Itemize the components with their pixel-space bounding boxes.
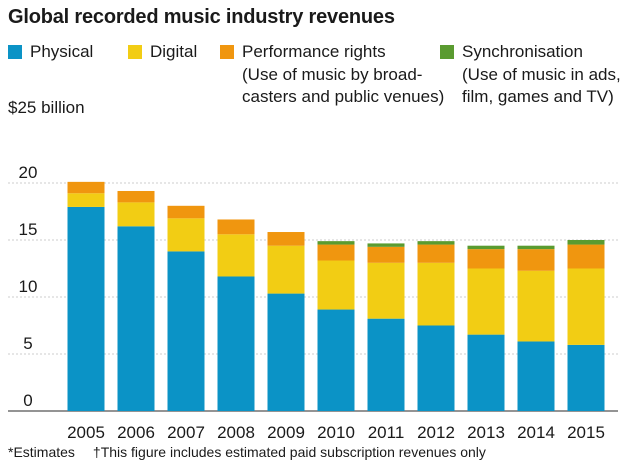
x-tick-label-2011: 2011 (368, 423, 405, 442)
bar-synchronisation-2014 (517, 245, 555, 250)
bar-digital-2009 (267, 245, 305, 294)
y-tick-label: 15 (19, 220, 38, 239)
bar-physical-2006 (117, 226, 155, 411)
legend-swatch-digital (128, 45, 142, 59)
bar-synchronisation-2013 (467, 245, 505, 250)
legend-label-synchronisation: Synchronisation (462, 42, 583, 61)
bar-digital-2013 (467, 268, 505, 335)
y-tick-label: 0 (23, 391, 32, 410)
y-tick-label: 10 (19, 277, 38, 296)
bar-performance-rights-2006 (117, 190, 155, 203)
legend-note-performance-rights-line1: (Use of music by broad- (242, 65, 423, 84)
x-tick-label-2010: 2010 (317, 423, 355, 442)
bar-synchronisation-2010 (317, 241, 355, 245)
bar-physical-2013 (467, 334, 505, 411)
legend-note-synchronisation-line1: (Use of music in ads, (462, 65, 621, 84)
bar-digital-2012 (417, 262, 455, 326)
bar-physical-2007 (167, 251, 205, 411)
x-tick-labels: 2005 2006 2007 2008 2009 2010 2011 2012 2013 2014… (67, 423, 605, 442)
bar-physical-2010 (317, 309, 355, 411)
bar-performance-rights-2008 (217, 219, 255, 235)
bar-physical-2011 (367, 318, 405, 411)
gridlines (8, 182, 618, 412)
bar-physical-2015 (567, 344, 605, 411)
x-tick-label-2005: 2005 (67, 423, 105, 442)
bar-synchronisation-2012 (417, 241, 455, 245)
bar-physical-2009 (267, 293, 305, 411)
bar-performance-rights-2014 (517, 249, 555, 271)
x-tick-label-2009: 2009 (267, 423, 305, 442)
legend-swatch-physical (8, 45, 22, 59)
footnote-estimates: *Estimates (8, 444, 75, 460)
x-tick-label-2007: 2007 (167, 423, 205, 442)
bar-digital-2006 (117, 202, 155, 227)
y-tick-label: 20 (19, 163, 38, 182)
bar-digital-2014 (517, 270, 555, 342)
legend-label-digital: Digital (150, 42, 198, 61)
bar-performance-rights-2009 (267, 232, 305, 246)
bar-physical-2014 (517, 341, 555, 411)
bar-synchronisation-2015 (567, 240, 605, 245)
bar-performance-rights-2015 (567, 244, 605, 269)
y-tick-label: 5 (23, 334, 32, 353)
chart-title: Global recorded music industry revenues (8, 6, 395, 28)
bar-physical-2005 (67, 206, 105, 411)
footnotes: *Estimates †This figure includes estimate… (8, 444, 504, 460)
bar-synchronisation-2011 (367, 243, 405, 247)
bar-digital-2010 (317, 260, 355, 310)
x-tick-label-2015: 2015 (567, 423, 605, 442)
bar-performance-rights-2010 (317, 244, 355, 261)
x-tick-label-2012: 2012 (417, 423, 455, 442)
bar-digital-2011 (367, 262, 405, 319)
x-tick-label-2014: 2014 (517, 423, 555, 442)
bar-performance-rights-2011 (367, 246, 405, 263)
bar-performance-rights-2012 (417, 244, 455, 263)
x-tick-label-2006: 2006 (117, 423, 155, 442)
bar-digital-2005 (67, 193, 105, 207)
x-tick-label-2013: 2013 (467, 423, 505, 442)
bar-performance-rights-2005 (67, 181, 105, 194)
bar-digital-2008 (217, 234, 255, 277)
legend-label-performance-rights: Performance rights (242, 42, 386, 61)
y-axis-label: $25 billion (8, 98, 85, 117)
legend-note-performance-rights-line2: casters and public venues) (242, 87, 445, 106)
bar-performance-rights-2013 (467, 249, 505, 269)
y-tick-labels: 0 5 10 15 20 (19, 163, 38, 410)
x-tick-label-2008: 2008 (217, 423, 255, 442)
footnote-subscription: †This figure includes estimated paid sub… (92, 444, 486, 460)
legend-swatch-synchronisation (440, 45, 454, 59)
bar-performance-rights-2007 (167, 205, 205, 219)
bar-physical-2008 (217, 276, 255, 411)
bar-digital-2015 (567, 268, 605, 345)
bars (67, 181, 605, 411)
bar-physical-2012 (417, 325, 455, 411)
bar-digital-2007 (167, 218, 205, 252)
legend-label-physical: Physical (30, 42, 94, 61)
legend-note-synchronisation-line2: film, games and TV) (462, 87, 614, 106)
legend-swatch-performance-rights (220, 45, 234, 59)
